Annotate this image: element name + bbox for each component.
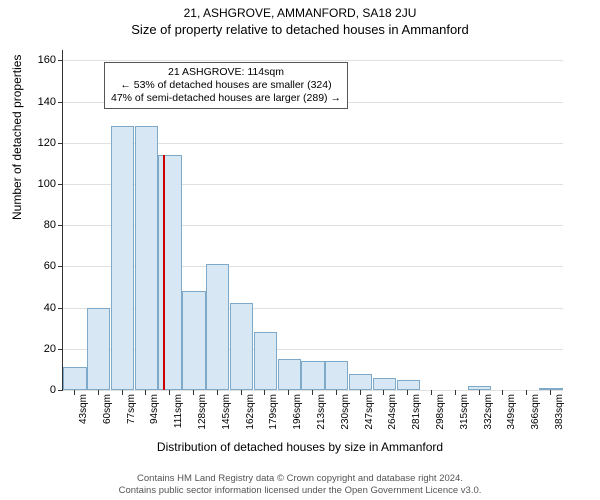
gridline: [63, 390, 563, 391]
xtick-label: 298sqm: [435, 394, 446, 430]
ytick-mark: [58, 390, 63, 391]
ytick-mark: [58, 102, 63, 103]
xtick-mark: [360, 390, 361, 395]
ytick-mark: [58, 308, 63, 309]
ytick-mark: [58, 266, 63, 267]
xtick-label: 247sqm: [364, 394, 375, 430]
xtick-mark: [264, 390, 265, 395]
xtick-mark: [217, 390, 218, 395]
histogram-bar: [278, 359, 301, 390]
footer-line-1: Contains HM Land Registry data © Crown c…: [0, 473, 600, 484]
xtick-label: 179sqm: [268, 394, 279, 430]
annotation-box: 21 ASHGROVE: 114sqm← 53% of detached hou…: [104, 62, 348, 109]
histogram-bar: [182, 291, 205, 390]
xtick-mark: [122, 390, 123, 395]
footer-line-2: Contains public sector information licen…: [0, 485, 600, 496]
xtick-mark: [169, 390, 170, 395]
xtick-mark: [407, 390, 408, 395]
xtick-label: 315sqm: [459, 394, 470, 430]
xtick-mark: [502, 390, 503, 395]
annotation-line: ← 53% of detached houses are smaller (32…: [111, 79, 341, 92]
xtick-mark: [98, 390, 99, 395]
ytick-mark: [58, 60, 63, 61]
xtick-label: 196sqm: [292, 394, 303, 430]
ytick-label: 120: [16, 137, 56, 149]
histogram-bar: [206, 264, 229, 390]
ytick-mark: [58, 225, 63, 226]
address-line: 21, ASHGROVE, AMMANFORD, SA18 2JU: [0, 0, 600, 20]
ytick-mark: [58, 143, 63, 144]
xtick-mark: [479, 390, 480, 395]
histogram-bar: [87, 308, 110, 390]
annotation-line: 21 ASHGROVE: 114sqm: [111, 66, 341, 79]
chart-title: Size of property relative to detached ho…: [0, 20, 600, 37]
histogram-bar: [468, 386, 491, 390]
xtick-mark: [145, 390, 146, 395]
xtick-label: 60sqm: [102, 394, 113, 424]
xtick-mark: [455, 390, 456, 395]
histogram-bar: [397, 380, 420, 390]
xtick-label: 349sqm: [506, 394, 517, 430]
histogram-bar: [230, 303, 253, 390]
histogram-bar: [373, 378, 396, 390]
xtick-label: 77sqm: [126, 394, 137, 424]
ytick-label: 20: [16, 343, 56, 355]
xtick-label: 366sqm: [530, 394, 541, 430]
ytick-label: 100: [16, 178, 56, 190]
xtick-label: 281sqm: [411, 394, 422, 430]
ytick-mark: [58, 349, 63, 350]
xtick-mark: [336, 390, 337, 395]
histogram-bar: [301, 361, 324, 390]
xtick-mark: [431, 390, 432, 395]
histogram-bar: [63, 367, 86, 390]
xtick-mark: [288, 390, 289, 395]
chart-area: 21 ASHGROVE: 114sqm← 53% of detached hou…: [62, 50, 562, 390]
xtick-mark: [193, 390, 194, 395]
property-marker-line: [163, 155, 165, 390]
histogram-bar: [135, 126, 158, 390]
xtick-mark: [383, 390, 384, 395]
xtick-mark: [526, 390, 527, 395]
xtick-label: 111sqm: [173, 394, 184, 428]
xtick-mark: [550, 390, 551, 395]
xtick-label: 128sqm: [197, 394, 208, 430]
xtick-label: 264sqm: [387, 394, 398, 430]
ytick-label: 40: [16, 302, 56, 314]
ytick-mark: [58, 184, 63, 185]
histogram-bar: [111, 126, 134, 390]
xtick-label: 145sqm: [221, 394, 232, 430]
xtick-mark: [74, 390, 75, 395]
histogram-bar: [349, 374, 372, 390]
annotation-line: 47% of semi-detached houses are larger (…: [111, 92, 341, 105]
xtick-label: 383sqm: [554, 394, 565, 430]
xtick-label: 230sqm: [340, 394, 351, 430]
footer-attribution: Contains HM Land Registry data © Crown c…: [0, 473, 600, 496]
xtick-label: 94sqm: [149, 394, 160, 424]
xtick-label: 162sqm: [245, 394, 256, 430]
histogram-bar: [325, 361, 348, 390]
ytick-label: 60: [16, 260, 56, 272]
xtick-mark: [312, 390, 313, 395]
ytick-label: 160: [16, 54, 56, 66]
xtick-mark: [241, 390, 242, 395]
xtick-label: 43sqm: [78, 394, 89, 424]
xtick-label: 332sqm: [483, 394, 494, 430]
histogram-bar: [254, 332, 277, 390]
x-axis-label: Distribution of detached houses by size …: [0, 440, 600, 454]
chart-container: 21, ASHGROVE, AMMANFORD, SA18 2JU Size o…: [0, 0, 600, 500]
ytick-label: 0: [16, 384, 56, 396]
ytick-label: 140: [16, 96, 56, 108]
ytick-label: 80: [16, 219, 56, 231]
xtick-label: 213sqm: [316, 394, 327, 430]
